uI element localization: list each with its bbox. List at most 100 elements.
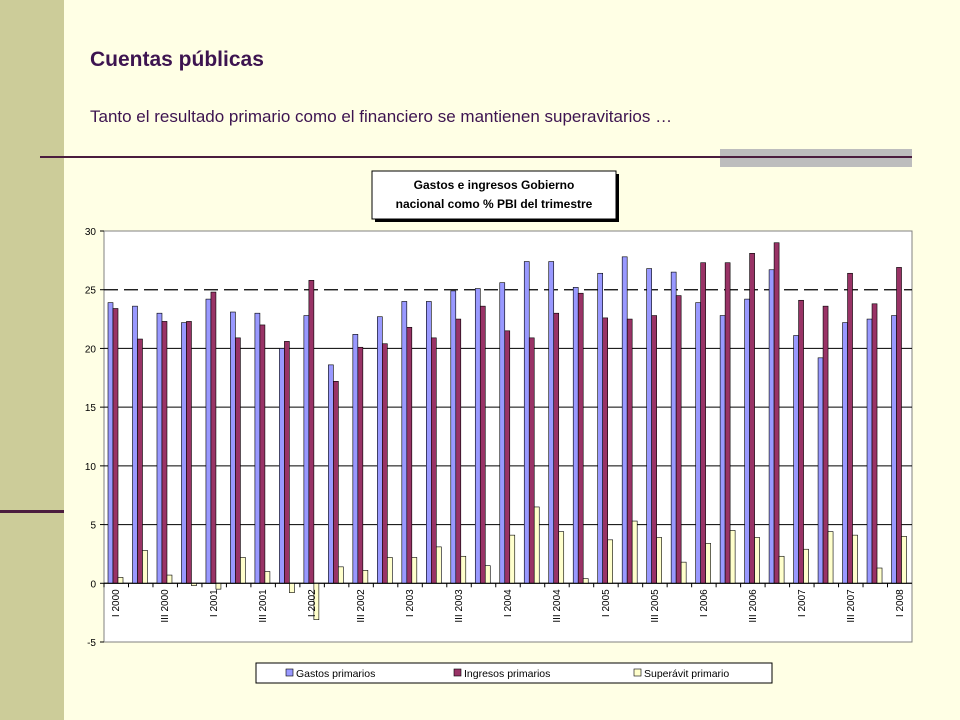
bar-gastos — [230, 311, 236, 584]
bar-gastos — [205, 298, 212, 584]
x-tick-label: I 2008 — [895, 589, 906, 617]
bar-ingresos — [651, 315, 657, 584]
bar-ingresos — [406, 326, 413, 584]
bar-gastos — [621, 256, 628, 584]
y-tick-label: 10 — [85, 462, 97, 473]
y-tick-label: -5 — [87, 638, 96, 649]
bar-gastos — [891, 315, 897, 584]
bar-gastos — [132, 305, 138, 584]
bar-superavit — [558, 531, 565, 584]
bar-gastos — [719, 315, 726, 584]
bar-superavit — [509, 534, 516, 584]
x-tick-label: I 2003 — [405, 589, 416, 617]
bar-gastos — [842, 322, 848, 584]
bar-superavit — [876, 567, 883, 584]
bar-ingresos — [700, 262, 706, 584]
x-tick-label: I 2005 — [601, 589, 612, 617]
bar-superavit — [901, 536, 907, 584]
bar-gastos — [597, 272, 603, 584]
bar-ingresos — [137, 338, 143, 584]
bar-superavit — [166, 574, 173, 584]
bar-superavit — [411, 557, 418, 584]
bar-gastos — [279, 348, 285, 584]
bar-superavit — [460, 555, 467, 584]
bar-superavit — [729, 530, 736, 584]
bar-gastos — [499, 282, 506, 584]
bar-ingresos — [235, 337, 241, 584]
bar-gastos — [768, 269, 775, 584]
bar-superavit — [215, 582, 222, 590]
y-tick-label: 25 — [85, 286, 97, 297]
bar-gastos — [523, 261, 530, 584]
bar-ingresos — [284, 341, 290, 584]
legend-label: Ingresos primarios — [464, 668, 550, 680]
bar-superavit — [827, 531, 834, 584]
bar-ingresos — [602, 317, 608, 584]
bar-superavit — [338, 566, 344, 584]
y-tick-label: 30 — [85, 227, 97, 238]
y-tick-label: 15 — [85, 403, 97, 414]
bar-ingresos — [333, 381, 339, 584]
x-tick-label: I 2006 — [699, 589, 710, 617]
bar-gastos — [695, 302, 701, 584]
x-tick-label: I 2001 — [209, 589, 220, 617]
sidebar-accent-line — [0, 510, 64, 513]
bar-ingresos — [847, 272, 853, 584]
bar-ingresos — [724, 262, 731, 584]
x-tick-label: III 2007 — [846, 589, 857, 623]
sidebar-band — [0, 0, 64, 720]
bar-ingresos — [112, 308, 119, 584]
bar-gastos — [156, 312, 163, 584]
bar-ingresos — [626, 318, 633, 584]
header-accent-block — [720, 149, 912, 167]
bar-ingresos — [186, 321, 192, 584]
bar-superavit — [533, 506, 540, 584]
bar-gastos — [572, 287, 579, 584]
bar-ingresos — [504, 330, 511, 584]
bar-superavit — [436, 546, 442, 584]
bar-superavit — [656, 537, 662, 584]
chart-title-line: Gastos e ingresos Gobierno — [414, 178, 575, 192]
x-tick-label: III 2005 — [650, 589, 661, 623]
bar-ingresos — [773, 242, 780, 584]
bar-ingresos — [161, 321, 168, 584]
bar-gastos — [254, 312, 261, 584]
bar-gastos — [450, 290, 457, 584]
header-rule — [40, 156, 912, 158]
bar-ingresos — [798, 299, 804, 584]
bar-superavit — [387, 557, 393, 584]
x-tick-label: I 2002 — [307, 589, 318, 617]
bar-ingresos — [210, 291, 217, 584]
y-tick-label: 20 — [85, 344, 97, 355]
bar-ingresos — [675, 295, 682, 584]
bar-superavit — [631, 520, 638, 584]
bar-superavit — [680, 561, 687, 584]
bar-superavit — [240, 557, 246, 584]
bar-ingresos — [382, 343, 388, 584]
bar-gastos — [426, 301, 432, 584]
bar-ingresos — [822, 305, 829, 584]
bar-superavit — [142, 550, 148, 584]
bar-superavit — [852, 534, 858, 584]
legend-swatch — [633, 668, 642, 677]
bar-superavit — [484, 565, 491, 584]
chart-title-line: nacional como % PBI del trimestre — [396, 197, 593, 211]
bar-gastos — [181, 322, 187, 584]
bar-ingresos — [577, 292, 584, 584]
bar-ingresos — [871, 303, 878, 584]
x-tick-label: III 2004 — [552, 589, 563, 623]
bar-ingresos — [528, 337, 535, 584]
bar-ingresos — [455, 318, 462, 584]
x-tick-label: III 2000 — [160, 589, 171, 623]
legend-label: Gastos primarios — [296, 668, 375, 680]
bar-gastos — [401, 301, 408, 584]
bar-superavit — [289, 582, 295, 593]
bar-superavit — [582, 578, 589, 584]
bar-gastos — [646, 268, 652, 584]
bar-ingresos — [431, 337, 437, 584]
chart-title-box — [371, 170, 617, 220]
bar-superavit — [705, 543, 711, 584]
bar-gastos — [744, 298, 750, 584]
bar-superavit — [264, 571, 271, 584]
